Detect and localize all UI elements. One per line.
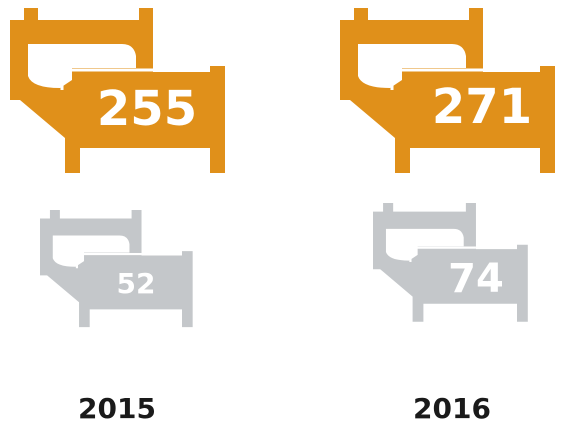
value-label: 74	[448, 256, 504, 302]
value-label: 255	[97, 81, 197, 137]
year-label: 2016	[413, 392, 491, 423]
value-label: 271	[432, 79, 532, 135]
value-label: 52	[117, 267, 156, 300]
year-label: 2015	[78, 392, 156, 423]
